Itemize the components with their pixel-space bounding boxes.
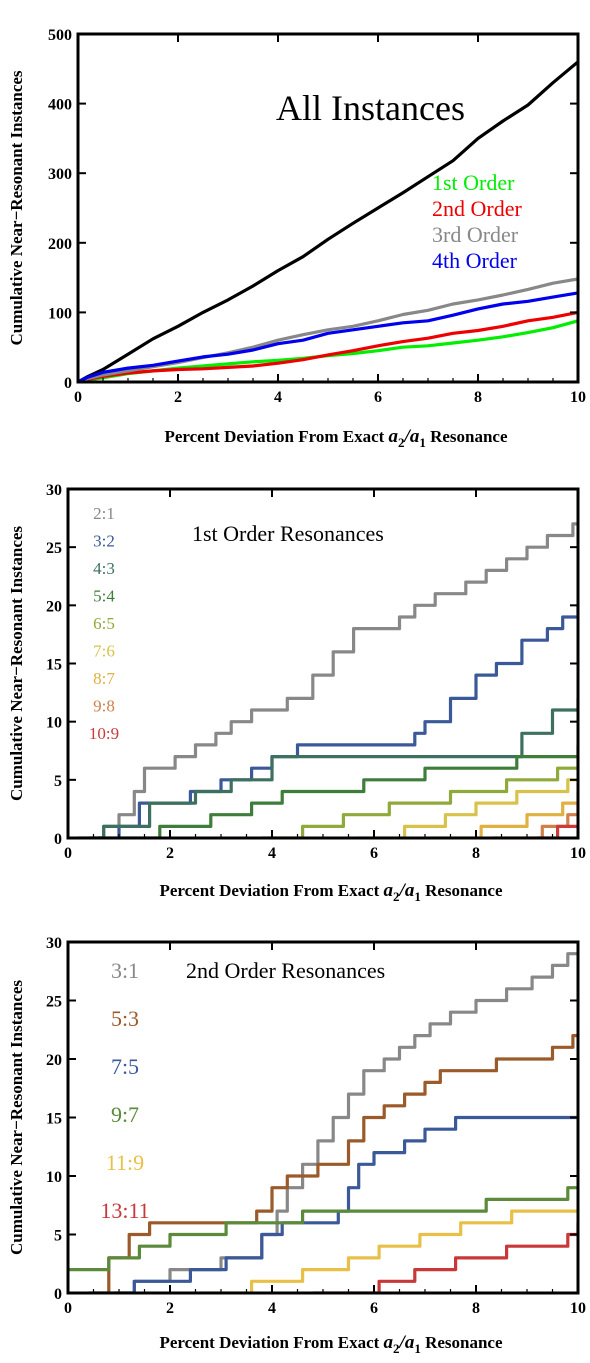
series-line-5-4 — [119, 744, 578, 838]
y-axis-label: Cumulative Near−Resonant Instances — [7, 980, 26, 1255]
x-tick-label: 6 — [370, 845, 378, 862]
y-tick-label: 300 — [48, 166, 72, 183]
x-tick-label: 8 — [472, 845, 480, 862]
x-tick-label: 0 — [64, 1300, 72, 1317]
x-tick-label: 10 — [570, 1300, 586, 1317]
x-axis-label: Percent Deviation From Exact a2/a1 Reson… — [159, 1332, 503, 1356]
legend-entry-3-2: 3:2 — [93, 532, 115, 551]
chart-annotation: 1st Order Resonances — [192, 521, 384, 546]
series-line-5-3 — [88, 1034, 578, 1293]
x-tick-label: 4 — [268, 1300, 276, 1317]
legend-entry-2-1: 2:1 — [93, 504, 115, 523]
y-tick-label: 0 — [64, 375, 72, 392]
legend-entry-11-9: 11:9 — [106, 1150, 144, 1175]
legend-entry-9-8: 9:8 — [93, 697, 115, 716]
series-group — [78, 522, 578, 838]
legend-entry-4-3: 4:3 — [93, 559, 115, 578]
y-tick-label: 200 — [48, 236, 72, 253]
y-tick-label: 400 — [48, 97, 72, 114]
x-axis-label: Percent Deviation From Exact a2/a1 Reson… — [159, 880, 503, 904]
legend-entry-7-6: 7:6 — [93, 642, 115, 661]
x-tick-label: 8 — [474, 389, 482, 406]
y-tick-label: 25 — [46, 540, 62, 557]
x-tick-label: 6 — [374, 389, 382, 406]
y-tick-label: 30 — [46, 935, 62, 952]
y-tick-label: 30 — [46, 482, 62, 499]
y-axis-label: Cumulative Near−Resonant Instances — [7, 526, 26, 801]
series-group — [78, 60, 578, 382]
series-line-2-1 — [88, 522, 578, 838]
x-tick-label: 2 — [166, 1300, 174, 1317]
y-tick-label: 500 — [48, 27, 72, 44]
y-tick-label: 20 — [46, 1052, 62, 1069]
legend-entry-6-5: 6:5 — [93, 614, 115, 633]
chart-second-order-resonances: 0 2 4 6 8 10 0 5 10 15 20 25 30 Percent Deviation Fro… — [7, 935, 586, 1356]
x-axis-label: Percent Deviation From Exact a2/a1 Reson… — [164, 426, 508, 450]
legend-entry-2nd-order: 2nd Order — [432, 196, 522, 221]
series-line-total — [78, 60, 578, 382]
y-tick-label: 100 — [48, 305, 72, 322]
series-line-3rd-order — [78, 277, 578, 382]
chart-annotation: All Instances — [276, 88, 465, 128]
series-line-8-7 — [430, 791, 578, 838]
legend-entry-5-3: 5:3 — [111, 1006, 139, 1031]
x-tick-label: 0 — [64, 845, 72, 862]
legend-entry-5-4: 5:4 — [93, 587, 115, 606]
legend-entry-9-7: 9:7 — [111, 1102, 139, 1127]
series-line-2nd-order — [78, 310, 578, 382]
y-tick-label: 20 — [46, 598, 62, 615]
x-tick-label: 10 — [570, 845, 586, 862]
chart-first-order-resonances: 0 2 4 6 8 10 0 5 10 15 20 25 30 Percent Deviation Fro… — [7, 482, 586, 904]
legend-entry-3rd-order: 3rd Order — [432, 222, 519, 247]
y-tick-label: 10 — [46, 1169, 62, 1186]
chart-panel-all-instances: 0 2 4 6 8 10 0 100 200 300 400 500 Percent Deviation… — [0, 0, 590, 455]
y-tick-label: 25 — [46, 994, 62, 1011]
x-tick-label: 2 — [166, 845, 174, 862]
x-tick-label: 2 — [174, 389, 182, 406]
legend-entry-1st-order: 1st Order — [432, 170, 515, 195]
series-group — [68, 952, 578, 1293]
y-tick-label: 0 — [54, 831, 62, 848]
legend-entry-7-5: 7:5 — [111, 1054, 139, 1079]
y-tick-label: 5 — [54, 1228, 62, 1245]
series-line-3-2 — [98, 605, 578, 838]
series-line-3-1 — [93, 952, 578, 1293]
series-line-7-6 — [358, 778, 578, 838]
series-line-9-8 — [491, 803, 578, 838]
series-line-10-9 — [537, 824, 578, 838]
y-tick-label: 5 — [54, 773, 62, 790]
chart-panel-first-order: 0 2 4 6 8 10 0 5 10 15 20 25 30 Percent Deviation Fro… — [0, 455, 590, 910]
series-line-4-3 — [78, 698, 578, 838]
series-line-13-11 — [312, 1222, 578, 1293]
x-tick-label: 8 — [472, 1300, 480, 1317]
y-axis-label: Cumulative Near−Resonant Instances — [7, 70, 26, 345]
series-line-6-5 — [261, 756, 578, 838]
x-tick-label: 4 — [268, 845, 276, 862]
legend-entry-13-11: 13:11 — [100, 1198, 149, 1223]
legend-entry-8-7: 8:7 — [93, 669, 115, 688]
series-line-7-5 — [113, 1115, 578, 1293]
y-tick-label: 10 — [46, 715, 62, 732]
series-line-4th-order — [78, 291, 578, 382]
x-tick-label: 4 — [274, 389, 282, 406]
legend-entry-10-9: 10:9 — [89, 724, 119, 743]
legend-entry-3-1: 3:1 — [111, 958, 139, 983]
series-line-11-9 — [200, 1209, 578, 1293]
series-line-9-7 — [68, 1186, 578, 1272]
y-tick-label: 15 — [46, 657, 62, 674]
x-tick-label: 10 — [570, 389, 586, 406]
x-tick-label: 6 — [370, 1300, 378, 1317]
legend-entry-4th-order: 4th Order — [432, 248, 518, 273]
chart-annotation: 2nd Order Resonances — [186, 958, 385, 983]
y-tick-label: 0 — [54, 1286, 62, 1303]
x-tick-label: 0 — [74, 389, 82, 406]
y-tick-label: 15 — [46, 1111, 62, 1128]
chart-panel-second-order: 0 2 4 6 8 10 0 5 10 15 20 25 30 Percent Deviation Fro… — [0, 910, 590, 1363]
